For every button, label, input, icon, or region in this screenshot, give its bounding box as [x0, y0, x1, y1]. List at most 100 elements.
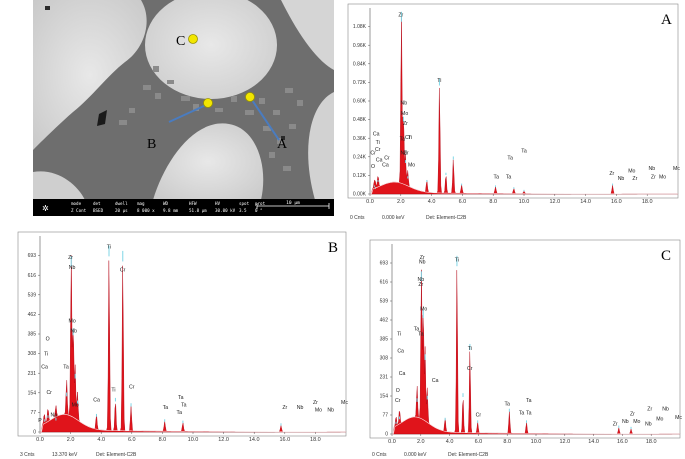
y-tick-label: 0.36K [353, 136, 367, 142]
y-tick-label: 0.48K [353, 117, 367, 123]
x-tick-label: 12.0 [218, 437, 229, 443]
element-label: Ca [382, 162, 389, 168]
element-label: Nb [417, 277, 424, 283]
x-tick-label: 2.0 [67, 437, 75, 443]
element-label: Nb [401, 100, 408, 106]
element-label: Ta [526, 398, 532, 404]
element-label: Zr [404, 150, 409, 156]
element-label: Ti [397, 331, 401, 337]
element-label: Nb [401, 150, 408, 156]
databar-header: dwell [115, 201, 128, 206]
databar-header: mode [71, 201, 82, 206]
x-tick-label: 4.0 [97, 437, 105, 443]
element-label: Ca [93, 397, 100, 403]
element-label: Zr [403, 121, 408, 127]
y-tick-label: 77 [382, 413, 388, 419]
y-tick-label: 231 [28, 371, 37, 377]
x-tick-label: 0.0 [366, 199, 374, 205]
element-label: Ta [414, 326, 420, 332]
element-label: Zr [68, 255, 73, 261]
y-tick-label: 0.84K [353, 61, 367, 67]
databar-header: prot [255, 201, 266, 206]
element-label: Ti [468, 346, 472, 352]
databar-header: mag [137, 201, 145, 206]
y-tick-label: 154 [28, 390, 37, 396]
element-label: Mo [72, 403, 79, 409]
x-tick-label: 2.0 [417, 439, 425, 445]
y-tick-label: 0.96K [353, 43, 367, 49]
element-label: Zr [632, 176, 637, 182]
y-tick-label: 0.24K [353, 154, 367, 160]
element-label: Zr [420, 255, 425, 261]
element-label: Cr [375, 147, 381, 153]
element-label: Mo [408, 162, 415, 168]
footer-detector: Det: Element-C2B [96, 452, 137, 458]
element-label: Ta [418, 331, 424, 337]
element-label: Ta [507, 156, 513, 162]
element-label: Cr [129, 385, 135, 391]
element-label: Nb [662, 407, 669, 413]
databar-value: 30.00 kV [215, 208, 236, 213]
databar-value: 9.8 mm [163, 208, 179, 213]
y-tick-label: 616 [380, 280, 389, 286]
label-a: A [277, 137, 288, 152]
element-label: Ti [376, 140, 380, 146]
x-tick-label: 18.0 [310, 437, 321, 443]
spectrum-b: 0 77 154 231 308 385 462 539 616 693 0.0 2.0 4.0 6.0 8… [17, 231, 348, 458]
spectrum-c: 0 77 154 231 308 385 462 539 616 693 0.0 2.0 4.0 6.0 8… [369, 239, 682, 458]
element-label: Ca [397, 349, 404, 355]
y-tick-label: 154 [380, 394, 389, 400]
label-c: C [176, 34, 185, 49]
sem-databar: mode Z Cont det BSED dwell 20 µs mag 8 000 x WD 9… [71, 201, 266, 213]
marker-b [203, 98, 213, 108]
databar-header: det [93, 201, 101, 206]
footer-kev: 13.370 keV [52, 452, 78, 458]
databar-value: 3.5 [239, 208, 247, 213]
element-label: Ta [163, 405, 169, 411]
y-tick-label: 0 [33, 430, 36, 436]
spectrum-a-panel: 0.00K 0.12K 0.24K 0.36K 0.48K 0.60K 0.72K 0.84K… [340, 0, 685, 222]
element-label: Nb [648, 166, 655, 172]
element-label: Na [50, 413, 57, 419]
y-tick-label: 0.12K [353, 173, 367, 179]
element-label: Ta [504, 402, 510, 408]
background-curve [40, 414, 346, 433]
x-tick-label: 18.0 [642, 199, 653, 205]
x-tick-label: 2.0 [397, 199, 405, 205]
background-curve [370, 181, 678, 195]
element-label: Mo [628, 168, 635, 174]
element-label: Cr [384, 156, 390, 162]
element-label: Cr [120, 268, 126, 274]
element-label: Zr [282, 405, 287, 411]
x-tick-label: 6.0 [475, 439, 483, 445]
element-label: Ta [519, 410, 525, 416]
y-tick-label: 693 [380, 261, 389, 267]
footer-cnts: 0 Cnts [350, 215, 365, 221]
element-label: Cr [467, 366, 473, 372]
element-label: O [371, 164, 375, 170]
footer-detector: Det: Element-C2B [448, 452, 489, 458]
element-label: Mc [675, 415, 682, 421]
element-label: Cr [405, 135, 411, 141]
element-label: O [46, 336, 50, 342]
element-label: Ca [373, 131, 380, 137]
x-tick-label: 14.0 [580, 199, 591, 205]
label-b: B [147, 137, 156, 152]
element-label: Nb [618, 176, 625, 182]
panel-letter: A [661, 12, 672, 28]
y-tick-label: 539 [380, 299, 389, 305]
panel-letter: C [661, 248, 671, 264]
y-tick-label: 0.72K [353, 80, 367, 86]
footer-cnts: 3 Cnts [20, 452, 35, 458]
element-label: P [38, 418, 42, 424]
y-tick-label: 616 [28, 273, 37, 279]
spectrum-c-panel: 0 77 154 231 308 385 462 539 616 693 0.0 2.0 4.0 6.0 8… [356, 232, 685, 459]
element-label: Mo [656, 416, 663, 422]
element-label: Ca [432, 378, 439, 384]
element-label: Nb [297, 405, 304, 411]
element-label: Zr [613, 421, 618, 427]
x-tick-label: 6.0 [128, 437, 136, 443]
footer-kev: 0.000 keV [404, 452, 427, 458]
spectrum-a: 0.00K 0.12K 0.24K 0.36K 0.48K 0.60K 0.72K 0.84K… [347, 3, 680, 221]
element-label: Mo [401, 111, 408, 117]
